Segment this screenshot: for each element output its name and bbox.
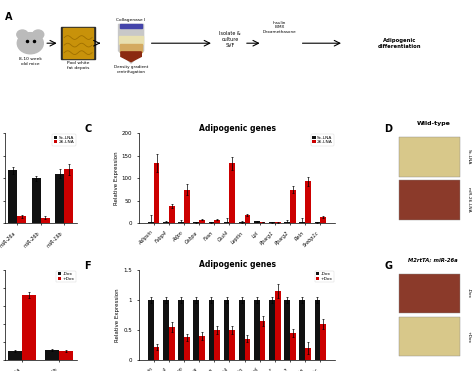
- Polygon shape: [120, 24, 142, 28]
- Bar: [193, 300, 199, 360]
- Text: F: F: [84, 261, 91, 271]
- Text: G: G: [384, 261, 392, 271]
- Bar: [269, 300, 275, 360]
- Text: Wild-type: Wild-type: [416, 121, 450, 126]
- Bar: [224, 222, 229, 223]
- Text: Insulin
IBMX
Dexamethasone: Insulin IBMX Dexamethasone: [263, 20, 297, 34]
- Legend: Sc-LNA, 26-LNA: Sc-LNA, 26-LNA: [311, 134, 334, 146]
- Title: Adipogenic genes: Adipogenic genes: [199, 260, 275, 269]
- Bar: [41, 218, 50, 223]
- Bar: [32, 178, 41, 223]
- Polygon shape: [119, 36, 143, 45]
- Text: Isolate &
culture
SVF: Isolate & culture SVF: [219, 31, 241, 48]
- Bar: [214, 330, 220, 360]
- Text: Pool white
fat depots: Pool white fat depots: [67, 61, 90, 69]
- Y-axis label: Relative Expression: Relative Expression: [114, 151, 118, 205]
- Text: A: A: [5, 12, 12, 22]
- Bar: [269, 222, 275, 223]
- Bar: [315, 300, 320, 360]
- Y-axis label: Relative Expression: Relative Expression: [116, 288, 120, 342]
- Polygon shape: [118, 24, 144, 63]
- Bar: [290, 190, 296, 223]
- Bar: [163, 300, 169, 360]
- Bar: [315, 222, 320, 223]
- Bar: [148, 300, 154, 360]
- Bar: [290, 333, 296, 360]
- Text: D: D: [384, 124, 392, 134]
- Bar: [209, 300, 214, 360]
- Bar: [260, 222, 265, 223]
- Bar: [193, 222, 199, 223]
- Bar: [17, 217, 26, 223]
- Bar: [63, 28, 93, 58]
- Bar: [178, 222, 184, 223]
- Text: Sc-LNA: Sc-LNA: [466, 149, 470, 164]
- Bar: [199, 336, 205, 360]
- Text: 8-10 week
old mice: 8-10 week old mice: [19, 57, 42, 66]
- Bar: [320, 324, 326, 360]
- Bar: [59, 351, 73, 360]
- Bar: [275, 222, 281, 223]
- Text: -Dox: -Dox: [466, 288, 470, 298]
- Text: C: C: [84, 124, 91, 134]
- Circle shape: [33, 30, 44, 39]
- Polygon shape: [120, 45, 142, 52]
- Bar: [184, 190, 190, 223]
- Bar: [245, 339, 250, 360]
- Text: miR-26-LNA: miR-26-LNA: [466, 187, 470, 213]
- Text: M2rtTA; miR-26a: M2rtTA; miR-26a: [409, 258, 458, 263]
- Bar: [64, 169, 73, 223]
- Bar: [62, 27, 95, 59]
- Bar: [399, 317, 460, 356]
- Bar: [169, 206, 174, 223]
- Bar: [229, 330, 235, 360]
- Bar: [184, 337, 190, 360]
- Bar: [199, 220, 205, 223]
- Bar: [239, 300, 245, 360]
- Title: Adipogenic genes: Adipogenic genes: [199, 124, 275, 132]
- Bar: [163, 222, 169, 223]
- Bar: [8, 170, 17, 223]
- Text: Adipogenic
differentiation: Adipogenic differentiation: [378, 38, 421, 49]
- Bar: [148, 222, 154, 223]
- Circle shape: [17, 30, 28, 39]
- Bar: [260, 321, 265, 360]
- Bar: [275, 291, 281, 360]
- Bar: [214, 220, 220, 223]
- Legend: -Dox, +Dox: -Dox, +Dox: [315, 271, 334, 282]
- Bar: [305, 348, 311, 360]
- Bar: [229, 164, 235, 223]
- Bar: [254, 300, 260, 360]
- Bar: [209, 222, 214, 223]
- Bar: [300, 222, 305, 223]
- Bar: [239, 222, 245, 223]
- Bar: [284, 300, 290, 360]
- Bar: [55, 174, 64, 223]
- Bar: [245, 215, 250, 223]
- Bar: [305, 181, 311, 223]
- Bar: [320, 217, 326, 223]
- Bar: [284, 222, 290, 223]
- Legend: Sc-LNA, 26-LNA: Sc-LNA, 26-LNA: [53, 134, 76, 146]
- Legend: -Dox, +Dox: -Dox, +Dox: [56, 271, 76, 282]
- Text: Density gradient
centrifugation: Density gradient centrifugation: [114, 65, 148, 74]
- Bar: [399, 137, 460, 177]
- Bar: [45, 350, 59, 360]
- Text: +Dox: +Dox: [466, 331, 470, 342]
- Bar: [399, 274, 460, 313]
- Bar: [8, 351, 22, 360]
- Text: Collagenase I: Collagenase I: [117, 18, 146, 22]
- Circle shape: [17, 33, 43, 54]
- Polygon shape: [121, 52, 141, 62]
- Bar: [169, 327, 174, 360]
- Bar: [154, 162, 159, 223]
- Bar: [399, 180, 460, 220]
- Bar: [254, 221, 260, 223]
- Bar: [224, 300, 229, 360]
- Bar: [154, 347, 159, 360]
- Bar: [300, 300, 305, 360]
- Bar: [22, 295, 36, 360]
- Bar: [178, 300, 184, 360]
